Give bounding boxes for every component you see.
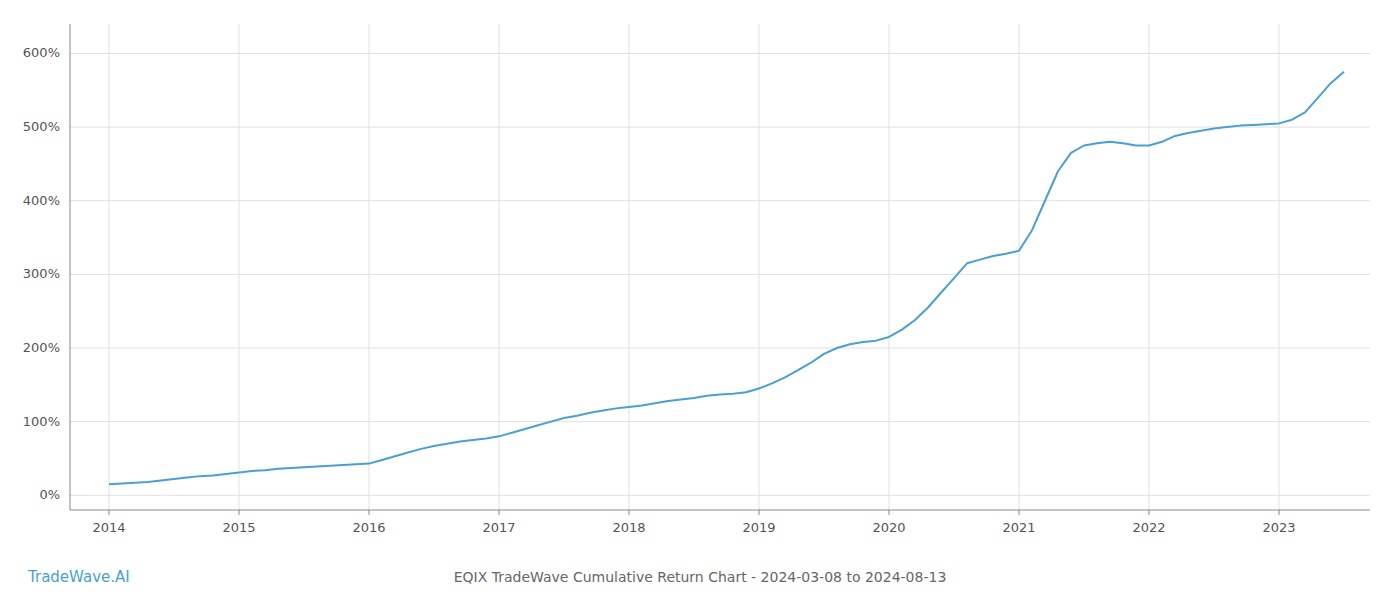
y-grid-line	[70, 53, 1370, 54]
x-axis-line	[70, 510, 1370, 511]
y-grid-line	[70, 348, 1370, 349]
x-tick-label: 2021	[1002, 520, 1035, 535]
y-tick-label: 100%	[23, 414, 60, 429]
x-tick-mark	[499, 510, 500, 515]
x-tick-mark	[369, 510, 370, 515]
watermark: TradeWave.AI	[27, 568, 130, 586]
x-grid-line	[369, 24, 370, 510]
y-grid-line	[70, 200, 1370, 201]
x-grid-line	[109, 24, 110, 510]
x-tick-label: 2020	[872, 520, 905, 535]
x-grid-line	[629, 24, 630, 510]
x-grid-line	[889, 24, 890, 510]
x-tick-mark	[1019, 510, 1020, 515]
x-tick-label: 2019	[742, 520, 775, 535]
y-grid-line	[70, 495, 1370, 496]
data-layer	[109, 72, 1344, 484]
x-tick-label: 2018	[612, 520, 645, 535]
y-tick-label: 400%	[23, 193, 60, 208]
y-tick-label: 0%	[39, 487, 60, 502]
x-tick-mark	[1149, 510, 1150, 515]
return-line	[109, 72, 1344, 484]
chart: 0% 100% 200% 300% 400% 500% 600% 2014 2015 2016 20…	[0, 0, 1400, 600]
x-grid-line	[759, 24, 760, 510]
x-tick-label: 2014	[92, 520, 125, 535]
x-tick-label: 2022	[1132, 520, 1165, 535]
x-tick-label: 2016	[352, 520, 385, 535]
x-grid-line	[239, 24, 240, 510]
y-grid-line	[70, 274, 1370, 275]
y-grid-line	[70, 127, 1370, 128]
title: EQIX TradeWave Cumulative Return Chart -…	[454, 569, 947, 585]
y-tick-label: 600%	[23, 45, 60, 60]
x-grid-line	[1019, 24, 1020, 510]
x-tick-mark	[109, 510, 110, 515]
x-tick-label: 2015	[222, 520, 255, 535]
x-tick-label: 2023	[1262, 520, 1295, 535]
y-tick-label: 300%	[23, 266, 60, 281]
axes: 0% 100% 200% 300% 400% 500% 600% 2014 2015 2016 20…	[23, 24, 1370, 535]
y-grid-line	[70, 421, 1370, 422]
y-axis-line	[70, 24, 71, 510]
x-tick-mark	[629, 510, 630, 515]
grid	[70, 24, 1370, 510]
x-tick-label: 2017	[482, 520, 515, 535]
x-grid-line	[1149, 24, 1150, 510]
x-tick-mark	[239, 510, 240, 515]
x-tick-mark	[889, 510, 890, 515]
x-grid-line	[1279, 24, 1280, 510]
y-tick-label: 500%	[23, 119, 60, 134]
x-tick-mark	[759, 510, 760, 515]
x-tick-mark	[1279, 510, 1280, 515]
y-tick-label: 200%	[23, 340, 60, 355]
